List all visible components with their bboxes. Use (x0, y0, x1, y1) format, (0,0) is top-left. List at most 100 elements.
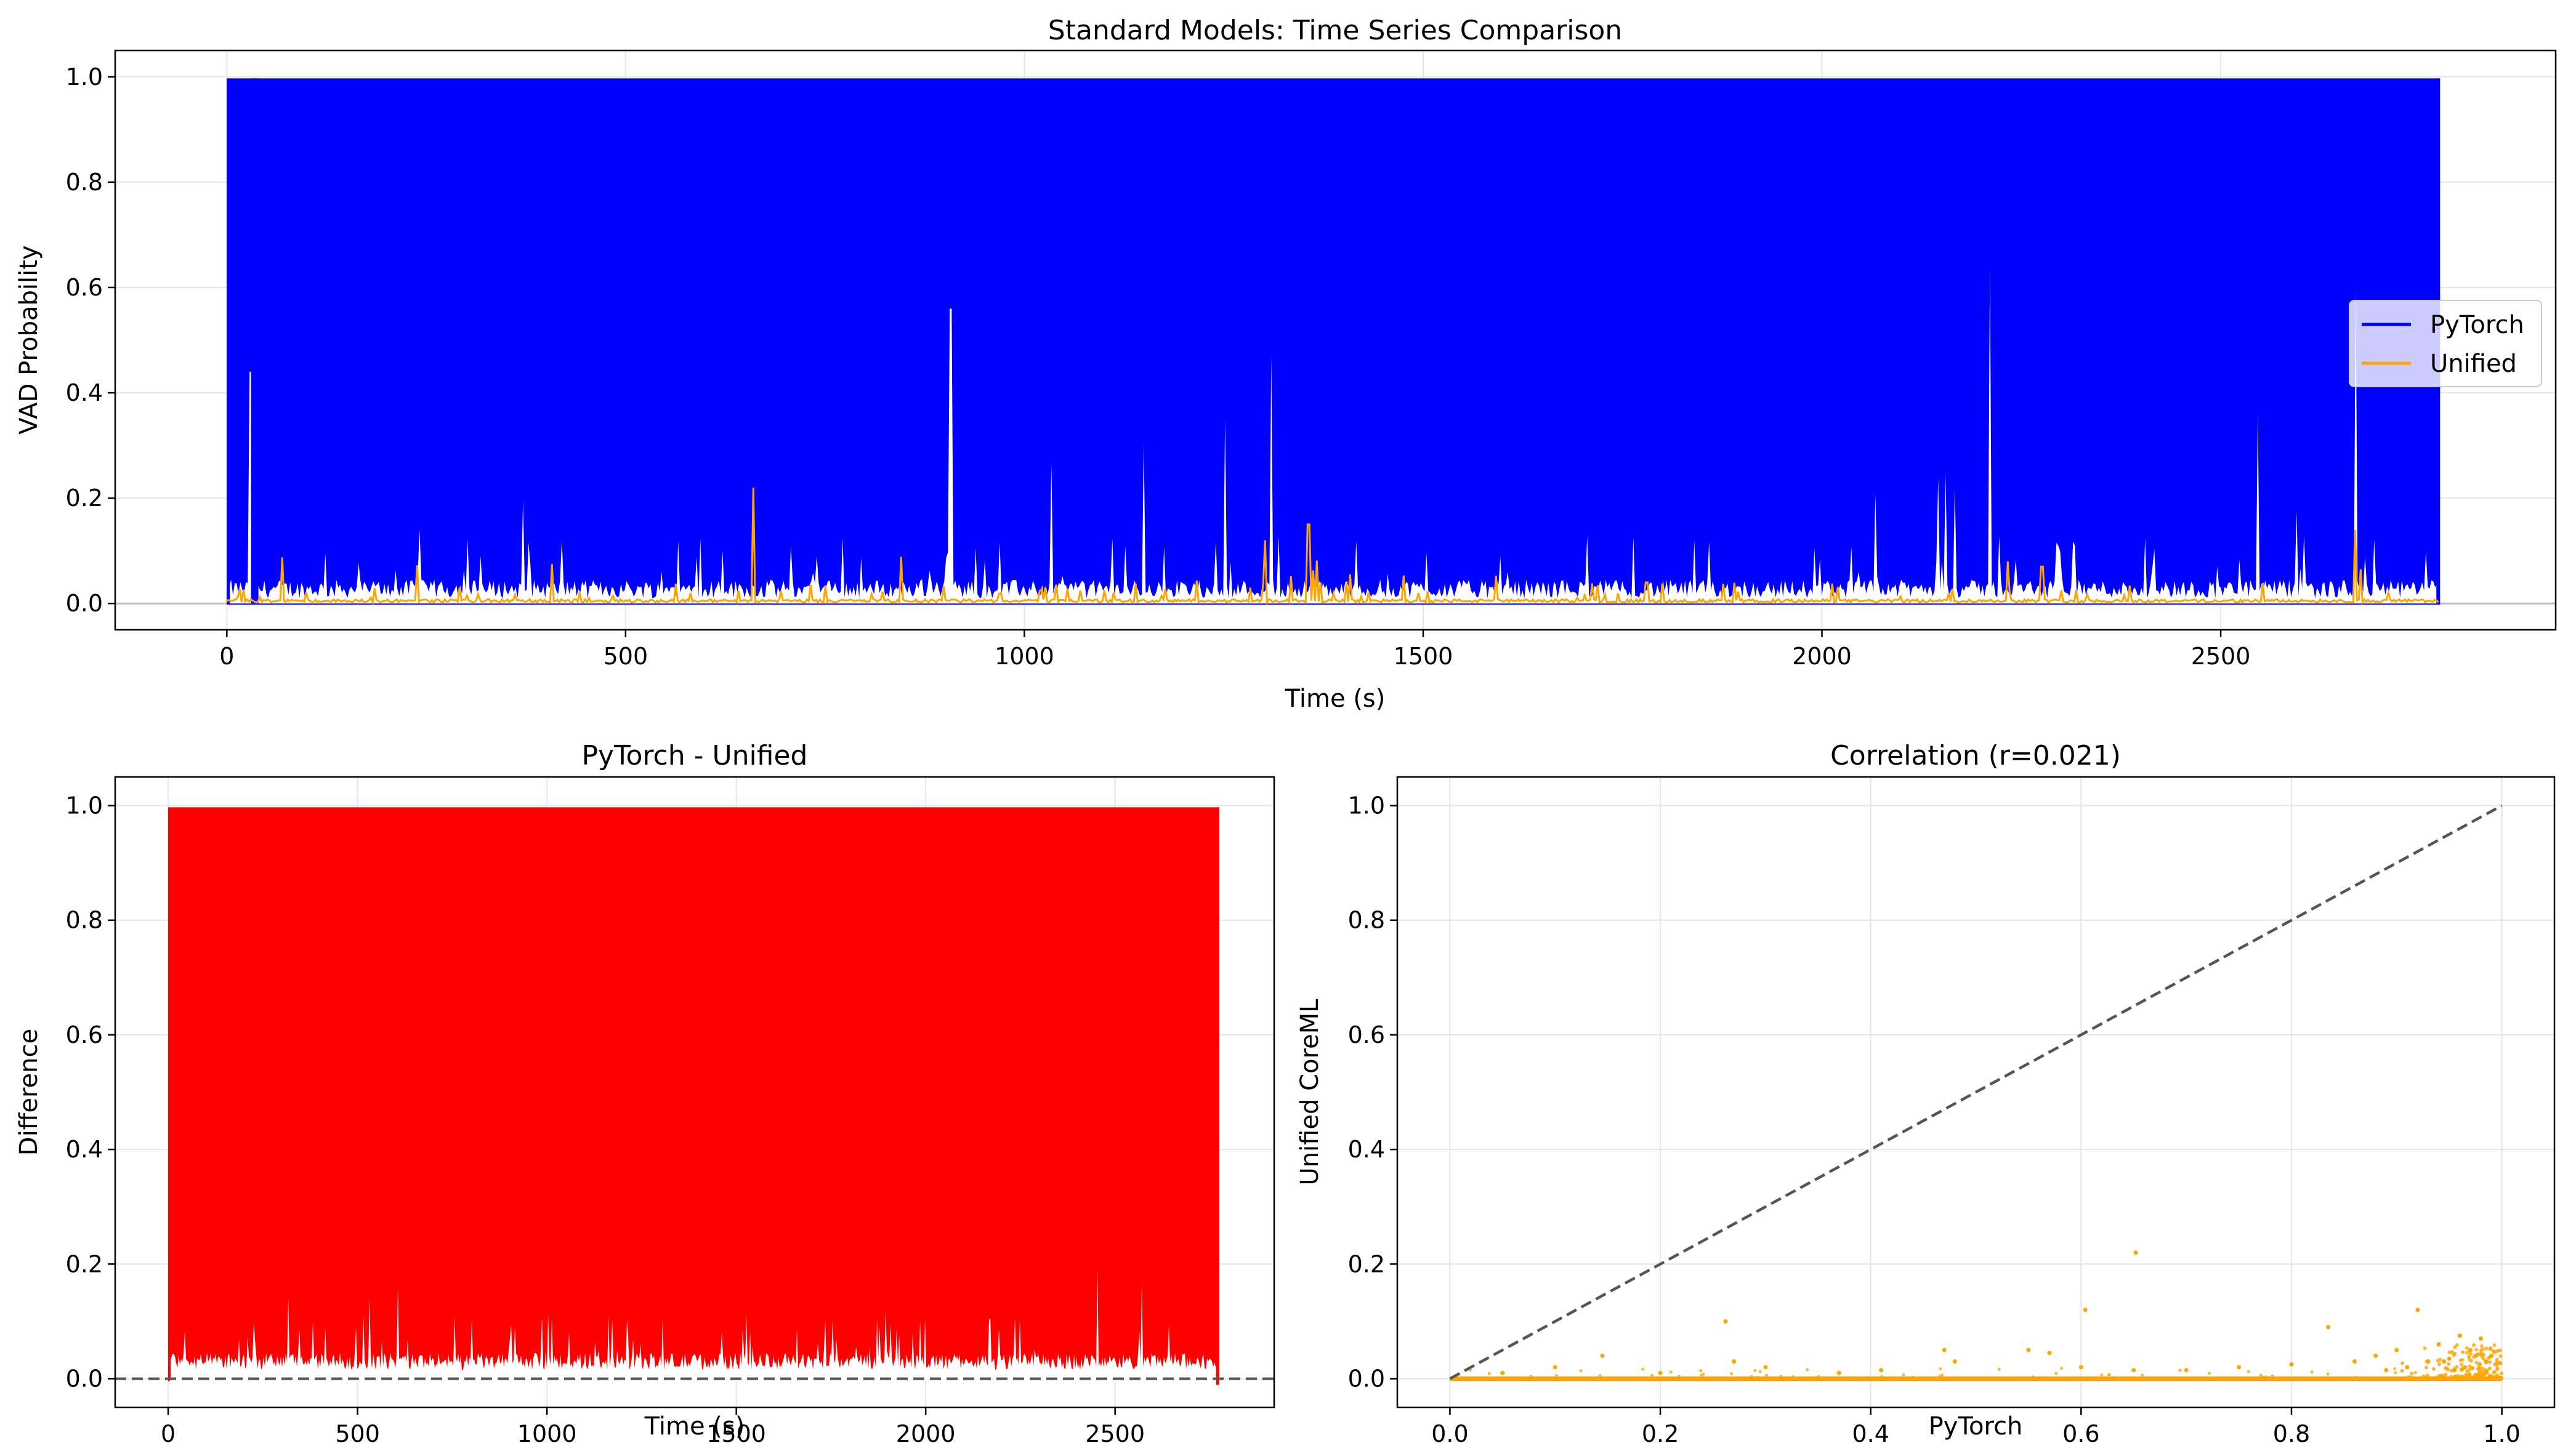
p1-ylabel: VAD Probability (15, 245, 43, 434)
scatter-point (2289, 1362, 2294, 1367)
scatter-point (2481, 1377, 2485, 1381)
scatter-point (2492, 1377, 2497, 1381)
scatter-point (1679, 1377, 1682, 1380)
scatter-point (1553, 1365, 1557, 1370)
scatter-point (1642, 1377, 1645, 1380)
scatter-point (2423, 1346, 2427, 1351)
difference-edge (1216, 807, 1219, 1385)
scatter-point (2465, 1346, 2469, 1350)
scatter-point (1658, 1370, 1663, 1375)
scatter-point (2478, 1336, 2483, 1341)
scatter-point (1765, 1374, 1769, 1377)
scatter-point (2496, 1348, 2500, 1353)
scatter-point (2436, 1359, 2440, 1363)
scatter-point (2013, 1377, 2017, 1380)
scatter-point (2400, 1361, 2405, 1366)
scatter-point (2421, 1374, 2425, 1378)
scatter-point (1832, 1377, 1836, 1380)
p1-ticks: 0 500 1000 1500 2000 2500 0.0 0.2 0.4 0.6 0.8 1.0 (66, 63, 2251, 670)
y-tick-label: 0.2 (1348, 1250, 1385, 1277)
series-difference (168, 807, 1219, 1382)
scatter-point (1699, 1369, 1703, 1372)
scatter-point (1622, 1376, 1626, 1380)
scatter-point (1911, 1375, 1915, 1379)
scatter-point (2480, 1354, 2484, 1359)
scatter-point (1880, 1375, 1884, 1378)
x-tick-label: 1500 (706, 1420, 766, 1447)
x-tick-label: 0 (161, 1420, 176, 1447)
scatter-point (2400, 1369, 2404, 1373)
scatter-point (2468, 1352, 2473, 1356)
scatter-point (1487, 1372, 1491, 1375)
scatter-point (2466, 1354, 2471, 1359)
scatter-point (2498, 1354, 2503, 1358)
scatter-point (2474, 1377, 2478, 1381)
scatter-point (2488, 1347, 2492, 1351)
p3-title: Correlation (r=0.021) (1830, 740, 2121, 771)
scatter-point (2457, 1333, 2462, 1338)
scatter-point (1758, 1370, 1762, 1374)
scatter-point (2281, 1377, 2285, 1380)
scatter-point (2418, 1377, 2423, 1381)
scatter-point (2054, 1372, 2058, 1375)
scatter-point (2260, 1375, 2264, 1379)
scatter-point (2445, 1367, 2450, 1372)
x-tick-label: 1.0 (2483, 1420, 2520, 1447)
scatter-point (2428, 1377, 2433, 1381)
scatter-point (2481, 1372, 2485, 1377)
scatter-point (2405, 1365, 2410, 1370)
legend-unified-label: Unified (2430, 350, 2517, 378)
scatter-point (1650, 1374, 1653, 1377)
scatter-point (2451, 1376, 2455, 1380)
scatter-point (2450, 1349, 2454, 1354)
scatter-point (1491, 1377, 1495, 1380)
scatter-point (1478, 1377, 1482, 1380)
scatter-point (2481, 1366, 2485, 1370)
p3-ylabel: Unified CoreML (1296, 999, 1324, 1186)
scatter-point (1567, 1377, 1570, 1380)
scatter-point (2264, 1375, 2267, 1379)
scatter-point (1849, 1375, 1853, 1379)
p2-ticks: 0 500 1000 1500 2000 2500 0.0 0.2 0.4 0.6 0.8 1.0 (66, 792, 1145, 1447)
scatter-point (1759, 1377, 1762, 1380)
scatter-dense-band (1450, 1376, 2502, 1382)
p2-xlabel: Time (s) (644, 1412, 745, 1441)
scatter-point (1994, 1376, 1998, 1380)
scatter-point (2133, 1250, 2138, 1255)
scatter-point (2394, 1371, 2397, 1375)
scatter-point (2442, 1377, 2446, 1380)
pytorch-edge (227, 78, 230, 604)
scatter-point (2356, 1377, 2360, 1380)
scatter-point (2481, 1347, 2485, 1351)
scatter-point (2436, 1342, 2441, 1347)
scatter-point (2031, 1375, 2035, 1379)
scatter-point (1555, 1374, 1559, 1377)
scatter-point (2413, 1371, 2417, 1375)
scatter-point (2455, 1343, 2459, 1347)
scatter-point (2141, 1374, 2144, 1377)
scatter-point (1598, 1374, 1602, 1378)
scatter-point (2180, 1377, 2184, 1380)
scatter-point (1705, 1377, 1708, 1380)
scatter-point (2473, 1353, 2478, 1358)
scatter-point (1940, 1373, 1944, 1377)
scatter-point (2487, 1366, 2492, 1370)
scatter-point (1694, 1377, 1698, 1380)
scatter-point (2026, 1348, 2031, 1353)
y-tick-label: 1.0 (66, 63, 103, 90)
scatter-point (1817, 1375, 1820, 1378)
scatter-point (2469, 1359, 2473, 1363)
scatter-point (2045, 1377, 2049, 1380)
y-tick-label: 0.0 (66, 590, 103, 617)
scatter-point (1942, 1348, 1947, 1353)
y-tick-label: 0.6 (66, 1021, 103, 1048)
scatter-point (2409, 1375, 2413, 1380)
p1-xlabel: Time (s) (1285, 685, 1386, 713)
scatter-point (2306, 1377, 2309, 1380)
y-tick-label: 0.8 (66, 169, 103, 196)
scatter-point (2461, 1350, 2465, 1354)
scatter-point (1500, 1370, 1505, 1375)
x-tick-label: 2500 (1085, 1420, 1145, 1447)
scatter-point (2492, 1343, 2497, 1347)
